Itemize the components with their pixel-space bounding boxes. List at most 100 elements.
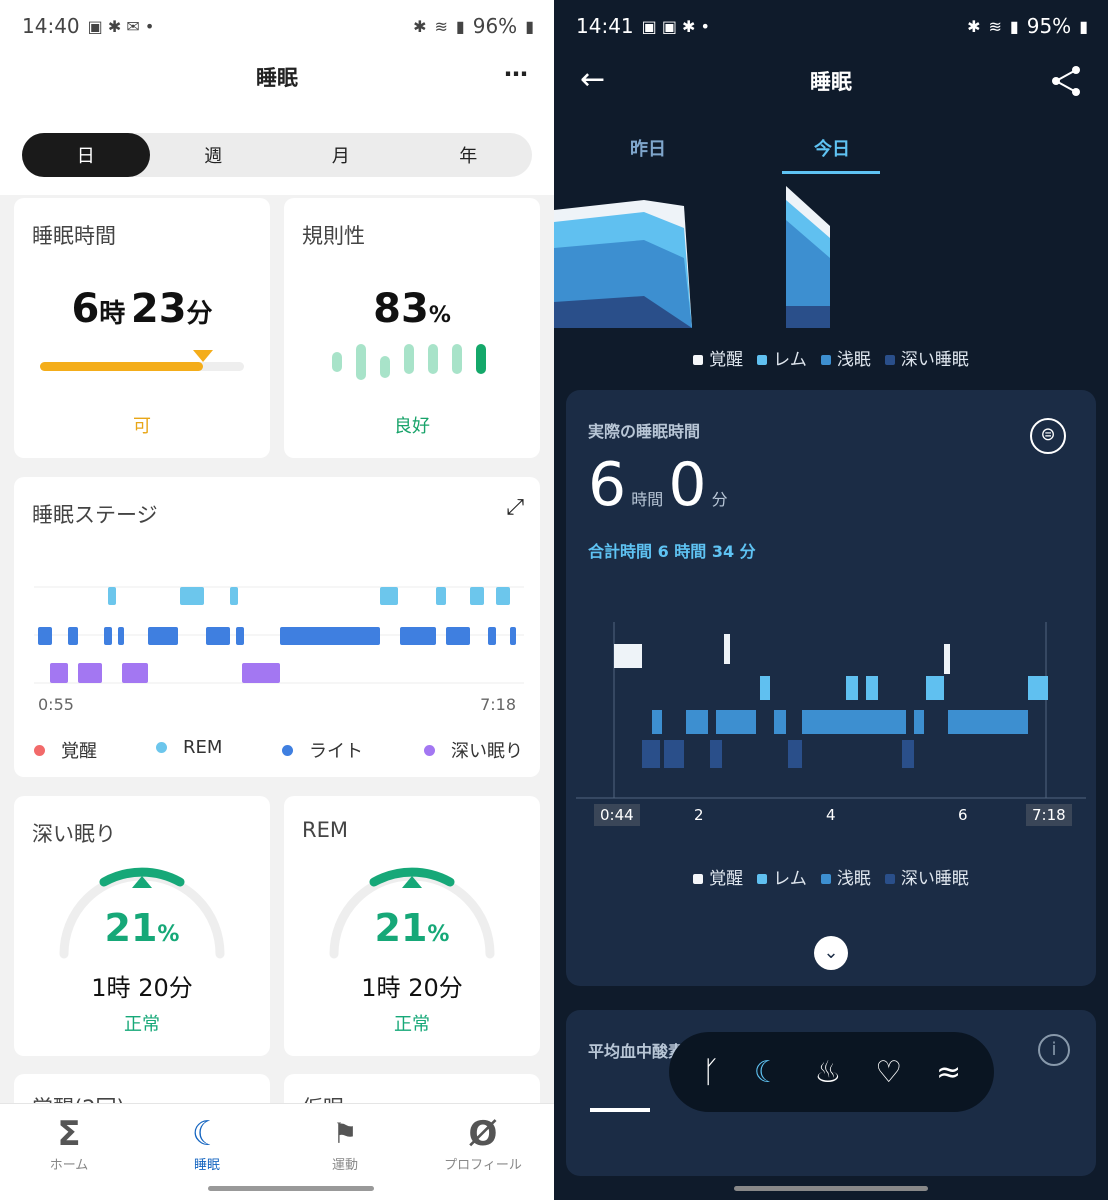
- rating-label: 正常: [394, 1014, 430, 1035]
- legend-label: ライト: [309, 741, 363, 762]
- notification-icons: ▣ ▣ ✱ •: [641, 16, 710, 36]
- chevron-down-icon[interactable]: ⌄: [814, 936, 848, 970]
- legend-label: 浅眠: [836, 869, 871, 889]
- category-toolbar: ᚴ ☾ ♨ ♡ ≈: [669, 1032, 994, 1112]
- sigma-icon: Σ: [57, 1114, 81, 1154]
- awake-square-icon: [693, 355, 704, 365]
- info-icon[interactable]: i: [1038, 1034, 1070, 1066]
- card-title: 規則性: [302, 224, 365, 248]
- sleep-stages-card: 睡眠ステージ ⤢: [14, 477, 540, 777]
- hours-unit: 時間: [631, 490, 664, 509]
- sleep-duration: 6時 23分: [14, 286, 270, 332]
- share-icon[interactable]: [1050, 64, 1084, 98]
- back-arrow-icon[interactable]: ←: [580, 62, 606, 97]
- more-menu-button[interactable]: ⋯: [504, 60, 528, 88]
- deep-sleep-card[interactable]: 深い眠り 21% 1時 20分 正常: [14, 796, 270, 1056]
- legend-label: 深い睡眠: [900, 350, 969, 370]
- deep-square-icon: [884, 874, 895, 884]
- percent-unit: %: [427, 922, 450, 947]
- deep-square-icon: [884, 355, 895, 365]
- hours-unit: 時: [376, 974, 401, 1002]
- nav-sleep[interactable]: ☾ 睡眠: [152, 1114, 262, 1173]
- legend-label: 浅眠: [836, 350, 871, 370]
- battery-icon: ▮: [1079, 16, 1088, 36]
- card-title: 実際の睡眠時間: [588, 422, 701, 441]
- legend-light: ライト: [282, 737, 363, 763]
- legend-label: 深い眠り: [451, 741, 523, 762]
- gauge-icon: [329, 867, 495, 959]
- status-right: ✱ ≋ ▮ 96% ▮: [413, 14, 534, 38]
- legend-deep: 深い眠り: [424, 737, 523, 763]
- moon-icon[interactable]: ☾: [753, 1054, 781, 1090]
- settings-icon[interactable]: ⊜: [1030, 418, 1066, 454]
- tab-year[interactable]: 年: [459, 146, 478, 167]
- period-tabs: 日 週 月 年: [22, 133, 532, 177]
- sprout-icon[interactable]: ᚴ: [701, 1054, 720, 1090]
- rem-square-icon: [757, 355, 768, 365]
- nav-label: 運動: [331, 1158, 358, 1173]
- duration: 1時 20分: [284, 968, 540, 1003]
- progress-fill: [40, 362, 204, 371]
- rem-square-icon: [757, 874, 768, 884]
- percent-unit: %: [157, 922, 180, 947]
- placeholder-dash: [590, 1108, 650, 1112]
- tab-month[interactable]: 月: [331, 146, 350, 167]
- sleep-area-chart: [554, 186, 830, 328]
- tab-today[interactable]: 今日: [814, 139, 850, 160]
- bottom-nav: Σ ホーム ☾ 睡眠 ⚑ 運動 Ø プロフィール: [0, 1103, 554, 1200]
- nav-label: 睡眠: [193, 1158, 220, 1173]
- legend-label: REM: [183, 737, 223, 758]
- marker-icon: [193, 350, 214, 362]
- hours-unit: 時: [106, 974, 131, 1002]
- notification-icons: ▣ ✱ ✉ •: [87, 16, 155, 36]
- hours-unit: 時: [99, 299, 126, 329]
- tab-day[interactable]: 日: [22, 133, 150, 177]
- legend-awake: 覚醒: [693, 345, 743, 370]
- profile-icon: Ø: [468, 1114, 498, 1154]
- sleep-time-card[interactable]: 睡眠時間 6時 23分 可: [14, 198, 270, 458]
- card-title: 睡眠ステージ: [32, 503, 158, 527]
- wave-icon[interactable]: ≈: [935, 1054, 962, 1090]
- hours-value: 1: [361, 974, 377, 1002]
- minutes-unit: 分: [186, 299, 213, 329]
- minutes-value: 0: [668, 450, 707, 520]
- rating-label: 良好: [394, 416, 430, 437]
- page-title: 睡眠: [256, 66, 298, 90]
- heart-icon[interactable]: ♡: [875, 1054, 903, 1090]
- percent-value: 21%: [284, 906, 540, 950]
- regularity-bars: [332, 344, 486, 380]
- minutes-value: 20: [138, 974, 169, 1002]
- actual-sleep-card: 実際の睡眠時間 ⊜ 6 時間 0 分 合計時間 6 時間 34 分: [566, 390, 1096, 986]
- legend-rem: レム: [757, 864, 807, 889]
- minutes-value: 23: [130, 286, 187, 332]
- legend-top: 覚醒 レム 浅眠 深い睡眠: [554, 345, 1108, 370]
- home-indicator[interactable]: [208, 1186, 374, 1191]
- regularity-card[interactable]: 規則性 83% 良好: [284, 198, 540, 458]
- hours-value: 1: [91, 974, 107, 1002]
- legend-deep: 深い睡眠: [884, 345, 969, 370]
- percent-number: 21: [374, 906, 428, 950]
- signal-icon: ▮: [1009, 16, 1019, 36]
- rating-label: 正常: [124, 1014, 160, 1035]
- left-screen: 14:40 ▣ ✱ ✉ • ✱ ≋ ▮ 96% ▮ 睡眠 ⋯ 日 週 月 年 睡…: [0, 0, 554, 1200]
- axis-tick: 4: [826, 806, 836, 824]
- flame-icon[interactable]: ♨: [814, 1054, 842, 1090]
- hours-value: 6: [588, 450, 627, 520]
- tab-yesterday[interactable]: 昨日: [630, 139, 666, 160]
- nav-exercise[interactable]: ⚑ 運動: [290, 1114, 400, 1173]
- wifi-icon: ≋: [434, 16, 448, 36]
- hypnogram: [576, 622, 1086, 799]
- hypnogram: [34, 586, 524, 684]
- rem-card[interactable]: REM 21% 1時 20分 正常: [284, 796, 540, 1056]
- gauge-icon: [59, 867, 225, 959]
- status-right: ✱ ≋ ▮ 95% ▮: [967, 14, 1088, 38]
- legend-light: 浅眠: [820, 864, 871, 889]
- expand-icon[interactable]: ⤢: [506, 495, 524, 520]
- battery-level: 96%: [472, 14, 518, 38]
- nav-home[interactable]: Σ ホーム: [14, 1114, 124, 1173]
- status-bar: 14:41 ▣ ▣ ✱ •: [576, 14, 710, 38]
- nav-profile[interactable]: Ø プロフィール: [428, 1114, 538, 1173]
- home-indicator[interactable]: [734, 1186, 928, 1191]
- tab-week[interactable]: 週: [204, 146, 223, 167]
- end-time: 7:18: [480, 695, 516, 714]
